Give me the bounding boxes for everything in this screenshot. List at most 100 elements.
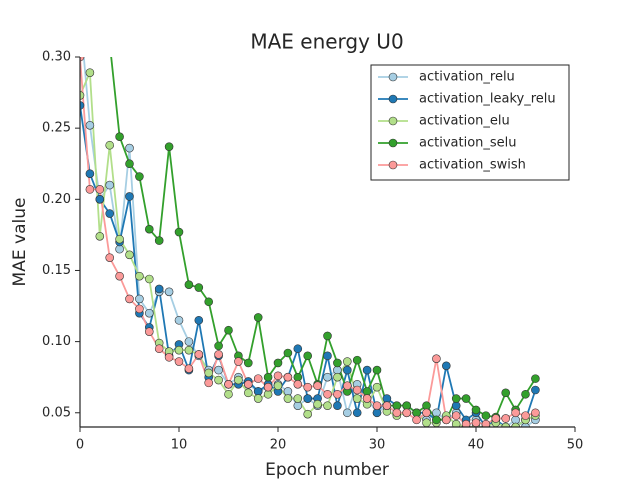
data-point bbox=[372, 408, 382, 418]
data-point bbox=[293, 344, 303, 354]
data-point bbox=[283, 394, 293, 403]
data-point bbox=[372, 365, 382, 375]
data-point bbox=[263, 372, 273, 382]
data-point bbox=[481, 419, 491, 427]
y-axis-label: MAE value bbox=[10, 198, 30, 287]
data-point bbox=[85, 121, 95, 130]
data-point bbox=[412, 415, 421, 425]
data-point bbox=[224, 389, 233, 399]
data-point bbox=[184, 280, 194, 289]
data-point bbox=[333, 372, 342, 382]
data-point bbox=[164, 287, 174, 297]
data-point bbox=[491, 414, 501, 423]
data-point bbox=[521, 389, 530, 399]
legend-marker bbox=[388, 116, 398, 126]
data-point bbox=[352, 385, 362, 395]
data-point bbox=[95, 185, 105, 194]
data-point bbox=[214, 375, 223, 385]
legend-label: activation_swish bbox=[419, 158, 526, 173]
data-point bbox=[125, 192, 134, 201]
y-tick-label: 0.30 bbox=[42, 50, 71, 65]
data-point bbox=[333, 401, 342, 410]
data-point bbox=[352, 408, 362, 418]
y-tick-label: 0.25 bbox=[42, 121, 71, 136]
data-point bbox=[125, 294, 134, 304]
legend-marker bbox=[388, 138, 398, 148]
data-point bbox=[145, 274, 154, 284]
data-point bbox=[333, 358, 342, 368]
x-axis-label: Epoch number bbox=[265, 460, 389, 480]
data-point bbox=[174, 227, 184, 237]
legend-marker bbox=[388, 160, 398, 170]
plot-area bbox=[80, 0, 540, 427]
data-point bbox=[432, 354, 441, 363]
data-point bbox=[125, 250, 134, 260]
data-point bbox=[402, 408, 412, 418]
data-point bbox=[362, 387, 372, 396]
data-point bbox=[154, 236, 164, 245]
data-point bbox=[352, 394, 362, 403]
data-point bbox=[244, 388, 253, 398]
data-point bbox=[194, 283, 204, 292]
data-point bbox=[303, 382, 313, 392]
data-point bbox=[204, 378, 213, 388]
data-point bbox=[283, 372, 293, 382]
data-point bbox=[105, 180, 114, 190]
data-point bbox=[154, 284, 164, 294]
data-point bbox=[362, 365, 372, 375]
data-point bbox=[501, 388, 511, 398]
data-point bbox=[85, 185, 95, 194]
data-point bbox=[214, 365, 223, 375]
data-point bbox=[451, 394, 461, 403]
data-point bbox=[184, 364, 194, 373]
data-point bbox=[273, 358, 283, 368]
x-tick-label: 50 bbox=[567, 438, 584, 453]
data-point bbox=[531, 374, 540, 383]
data-point bbox=[244, 380, 253, 389]
data-point bbox=[106, 39, 114, 47]
data-point bbox=[95, 195, 105, 204]
data-point bbox=[105, 209, 114, 218]
data-point bbox=[174, 345, 184, 355]
data-point bbox=[194, 350, 204, 359]
data-point bbox=[501, 414, 511, 423]
data-point bbox=[283, 348, 293, 358]
data-point bbox=[461, 394, 471, 403]
legend: activation_relu activation_leaky_reluacti… bbox=[370, 64, 570, 181]
data-point bbox=[145, 308, 154, 318]
data-point bbox=[323, 331, 332, 341]
data-point bbox=[85, 169, 95, 178]
data-point bbox=[145, 224, 154, 234]
data-point bbox=[214, 341, 223, 351]
data-point bbox=[184, 337, 194, 346]
data-point bbox=[521, 411, 530, 420]
data-point bbox=[105, 253, 114, 262]
data-point bbox=[392, 401, 402, 410]
y-tick-label: 0.20 bbox=[42, 192, 71, 207]
chart-title: MAE energy U0 bbox=[250, 30, 403, 54]
data-point bbox=[323, 389, 332, 399]
data-point bbox=[115, 271, 124, 281]
data-point bbox=[303, 394, 313, 403]
data-point bbox=[451, 411, 461, 420]
y-tick-label: 0.10 bbox=[42, 334, 71, 349]
data-point bbox=[451, 419, 461, 427]
data-point bbox=[412, 408, 421, 418]
data-point bbox=[85, 68, 95, 77]
data-point bbox=[303, 409, 313, 419]
data-point bbox=[184, 345, 194, 355]
data-point bbox=[96, 0, 104, 4]
data-point bbox=[313, 399, 322, 409]
data-point bbox=[273, 371, 283, 381]
data-point bbox=[253, 394, 263, 403]
data-point bbox=[135, 294, 144, 304]
data-point bbox=[461, 419, 471, 427]
data-point bbox=[382, 394, 392, 403]
data-point bbox=[342, 357, 352, 366]
data-point bbox=[204, 297, 213, 307]
data-point bbox=[323, 401, 332, 410]
data-point bbox=[303, 351, 313, 361]
data-point bbox=[164, 142, 174, 151]
data-point bbox=[432, 415, 441, 425]
x-tick-label: 0 bbox=[76, 438, 84, 453]
